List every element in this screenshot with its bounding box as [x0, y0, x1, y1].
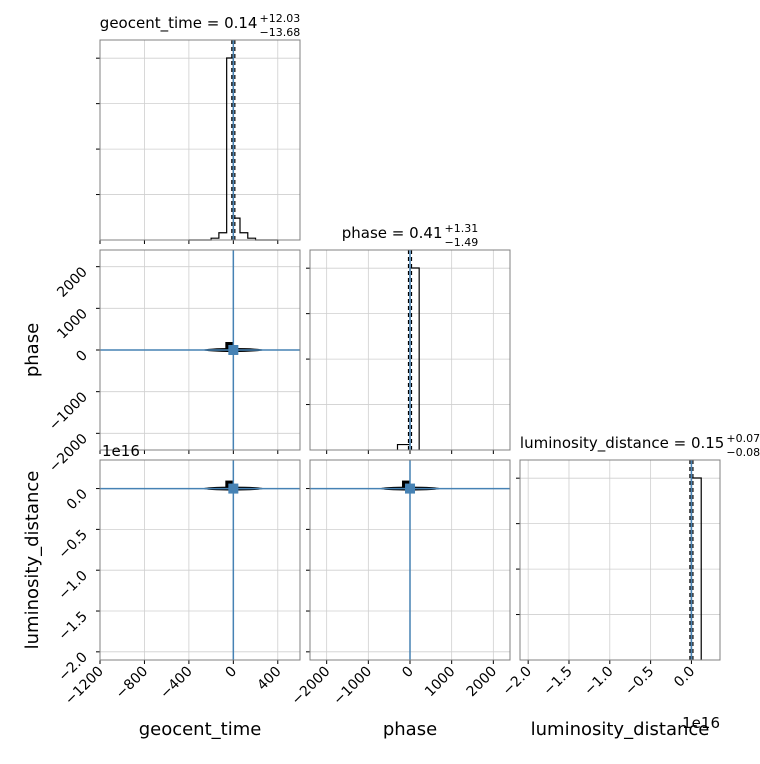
xaxis-label-luminosity_distance: luminosity_distance — [531, 719, 710, 740]
ytick-label-phase: 1000 — [54, 306, 91, 343]
hist-luminosity_distance-title-upper: +0.07 — [726, 432, 760, 445]
xtick-label-luminosity_distance: −0.5 — [622, 664, 657, 699]
ytick-label-luminosity_distance: −1.5 — [55, 609, 90, 644]
hist-geocent_time-title-upper: +12.03 — [259, 12, 300, 25]
ytick-label-phase: −2000 — [46, 431, 91, 476]
xtick-label-phase: 2000 — [464, 664, 501, 701]
yaxis-label-luminosity_distance: luminosity_distance — [22, 471, 43, 650]
yaxis-label-phase: phase — [22, 323, 43, 377]
hist-phase-border — [309, 249, 511, 451]
hist-luminosity_distance-title-lower: −0.08 — [726, 446, 760, 459]
hist-geocent_time-border — [99, 39, 301, 241]
ytick-label-phase: 2000 — [54, 264, 91, 301]
hist-phase-title: phase = 0.41 — [342, 224, 443, 242]
hist-phase-title-upper: +1.31 — [445, 222, 479, 235]
scatter-phase-luminosity_distance-border — [309, 459, 511, 661]
xaxis-offset-luminosity_distance: 1e16 — [682, 714, 720, 732]
hist-luminosity_distance-bg — [520, 460, 720, 660]
scatter-phase-luminosity_distance-truth-marker — [405, 483, 415, 494]
ytick-label-phase: 0 — [73, 348, 91, 366]
ytick-label-luminosity_distance: −1.0 — [55, 568, 90, 603]
xtick-label-phase: −1000 — [330, 664, 375, 709]
xtick-label-luminosity_distance: −1.0 — [581, 664, 616, 699]
ytick-label-luminosity_distance: 0.0 — [64, 486, 91, 513]
xtick-label-geocent_time: 0 — [223, 664, 241, 682]
hist-luminosity_distance-title: luminosity_distance = 0.15 — [520, 434, 724, 453]
hist-geocent_time-bg — [100, 40, 300, 240]
scatter-geocent_time-phase-truth-marker — [228, 345, 239, 355]
xtick-label-geocent_time: 400 — [254, 664, 284, 694]
hist-luminosity_distance-border — [519, 459, 721, 661]
yaxis-offset-luminosity_distance: 1e16 — [102, 442, 140, 460]
xtick-label-phase: 1000 — [422, 664, 459, 701]
xtick-label-luminosity_distance: 0.0 — [671, 664, 698, 691]
scatter-geocent_time-luminosity_distance-bg — [100, 460, 300, 660]
scatter-geocent_time-luminosity_distance-border — [99, 459, 301, 661]
hist-geocent_time-title-lower: −13.68 — [259, 26, 300, 39]
xaxis-label-phase: phase — [383, 719, 437, 740]
hist-luminosity_distance-grid — [516, 460, 720, 660]
scatter-geocent_time-phase-border — [99, 249, 301, 451]
scatter-geocent_time-luminosity_distance-truth-marker — [228, 483, 239, 494]
hist-geocent_time-title: geocent_time = 0.14 — [100, 14, 258, 33]
xaxis-label-geocent_time: geocent_time — [139, 719, 262, 740]
xtick-label-geocent_time: −800 — [113, 664, 152, 703]
xtick-label-phase: 0 — [399, 664, 417, 682]
ytick-label-luminosity_distance: −0.5 — [55, 527, 90, 562]
xtick-label-geocent_time: −400 — [157, 664, 196, 703]
ytick-label-phase: −1000 — [46, 389, 91, 434]
xtick-label-phase: −2000 — [289, 664, 334, 709]
xtick-label-luminosity_distance: −2.0 — [500, 664, 535, 699]
xtick-label-luminosity_distance: −1.5 — [540, 664, 575, 699]
hist-phase-title-lower: −1.49 — [445, 236, 479, 249]
